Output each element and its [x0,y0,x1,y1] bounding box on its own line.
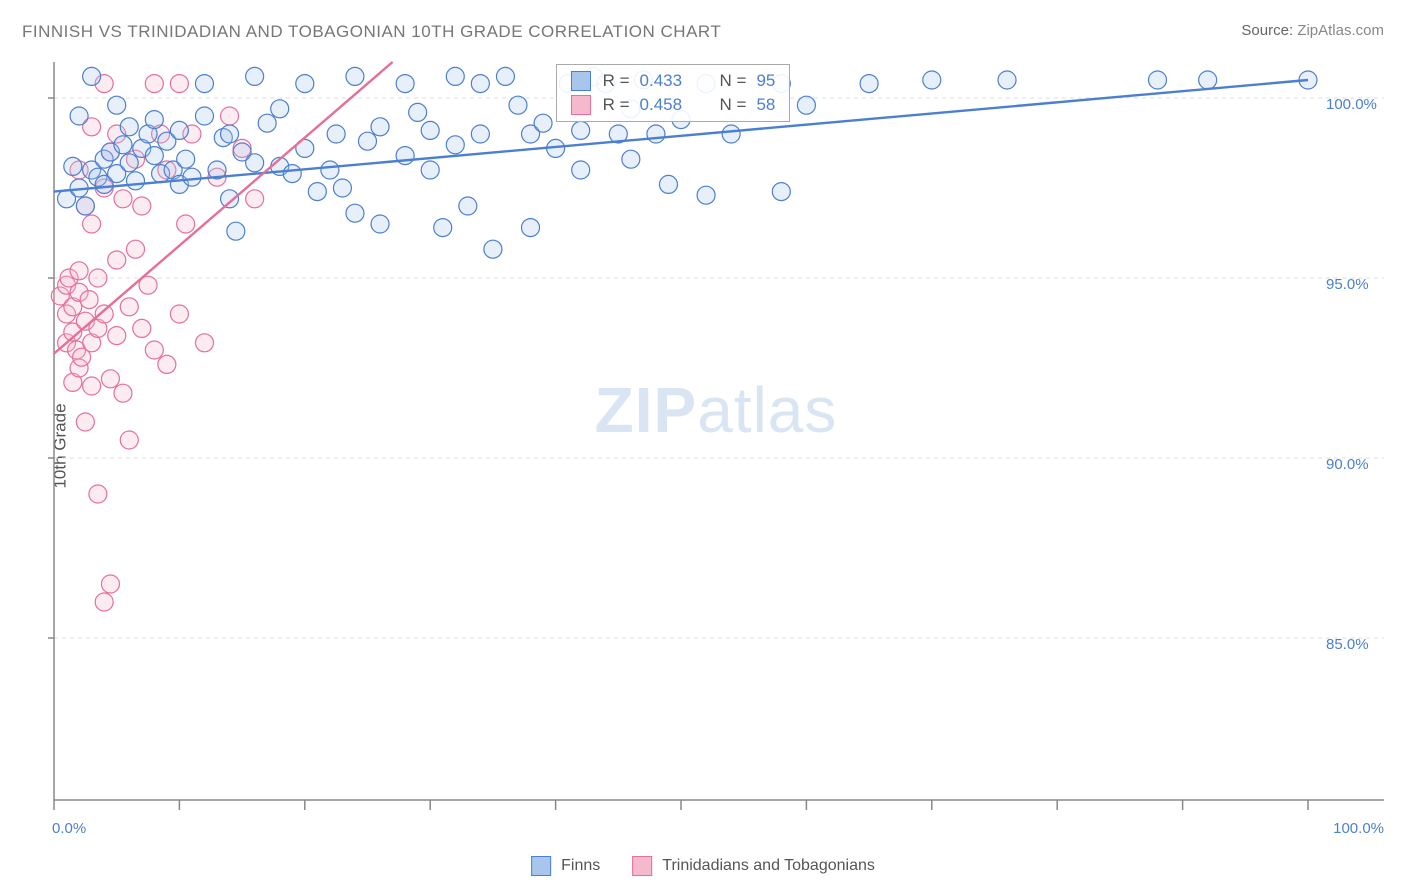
legend-label-trinidadians: Trinidadians and Tobagonians [662,857,875,875]
correlation-legend: R = 0.433 N = 95 R = 0.458 N = 58 [556,64,791,122]
y-tick-label: 85.0% [1326,636,1369,653]
swatch-finns [531,856,551,876]
legend-r-label: R = [603,95,630,115]
series-legend: Finns Trinidadians and Tobagonians [531,856,875,876]
y-tick-label: 95.0% [1326,276,1369,293]
legend-swatch [571,95,591,115]
legend-row: R = 0.433 N = 95 [557,69,790,93]
source-value: ZipAtlas.com [1297,22,1384,39]
x-tick-label: 0.0% [52,820,86,837]
y-tick-label: 90.0% [1326,456,1369,473]
legend-n-label: N = [720,95,747,115]
legend-r-value: 0.458 [640,95,694,115]
scatter-plot-svg [48,60,1384,820]
legend-r-label: R = [603,71,630,91]
swatch-trinidadians [632,856,652,876]
legend-n-value: 58 [756,95,775,115]
y-tick-label: 100.0% [1326,96,1377,113]
legend-item-trinidadians: Trinidadians and Tobagonians [632,856,875,876]
legend-swatch [571,71,591,91]
source-attribution: Source: ZipAtlas.com [1241,22,1384,39]
legend-n-label: N = [720,71,747,91]
plot-area: ZIPatlas R =0.433N =95R =0.458N =58 [48,60,1384,820]
legend-row: R = 0.458 N = 58 [557,93,790,117]
legend-label-finns: Finns [561,857,600,875]
x-tick-label: 100.0% [1333,820,1384,837]
chart-title: FINNISH VS TRINIDADIAN AND TOBAGONIAN 10… [22,22,721,42]
legend-n-value: 95 [756,71,775,91]
legend-r-value: 0.433 [640,71,694,91]
source-label: Source: [1241,22,1293,39]
legend-item-finns: Finns [531,856,600,876]
